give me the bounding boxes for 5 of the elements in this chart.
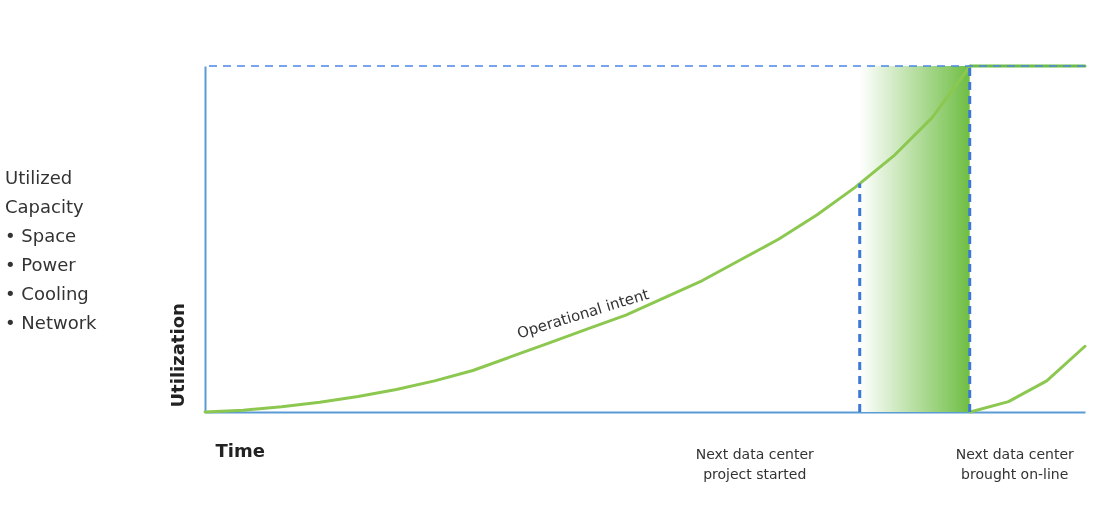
text: Next data center brought on-line [955, 446, 1075, 482]
text: Utilized Capacity • Space • Power • Cooling • Network [5, 167, 98, 333]
x-axis-title: Time [215, 439, 265, 461]
y-axis-title: Utilization [166, 303, 188, 408]
text: Next data center project started [695, 446, 815, 482]
